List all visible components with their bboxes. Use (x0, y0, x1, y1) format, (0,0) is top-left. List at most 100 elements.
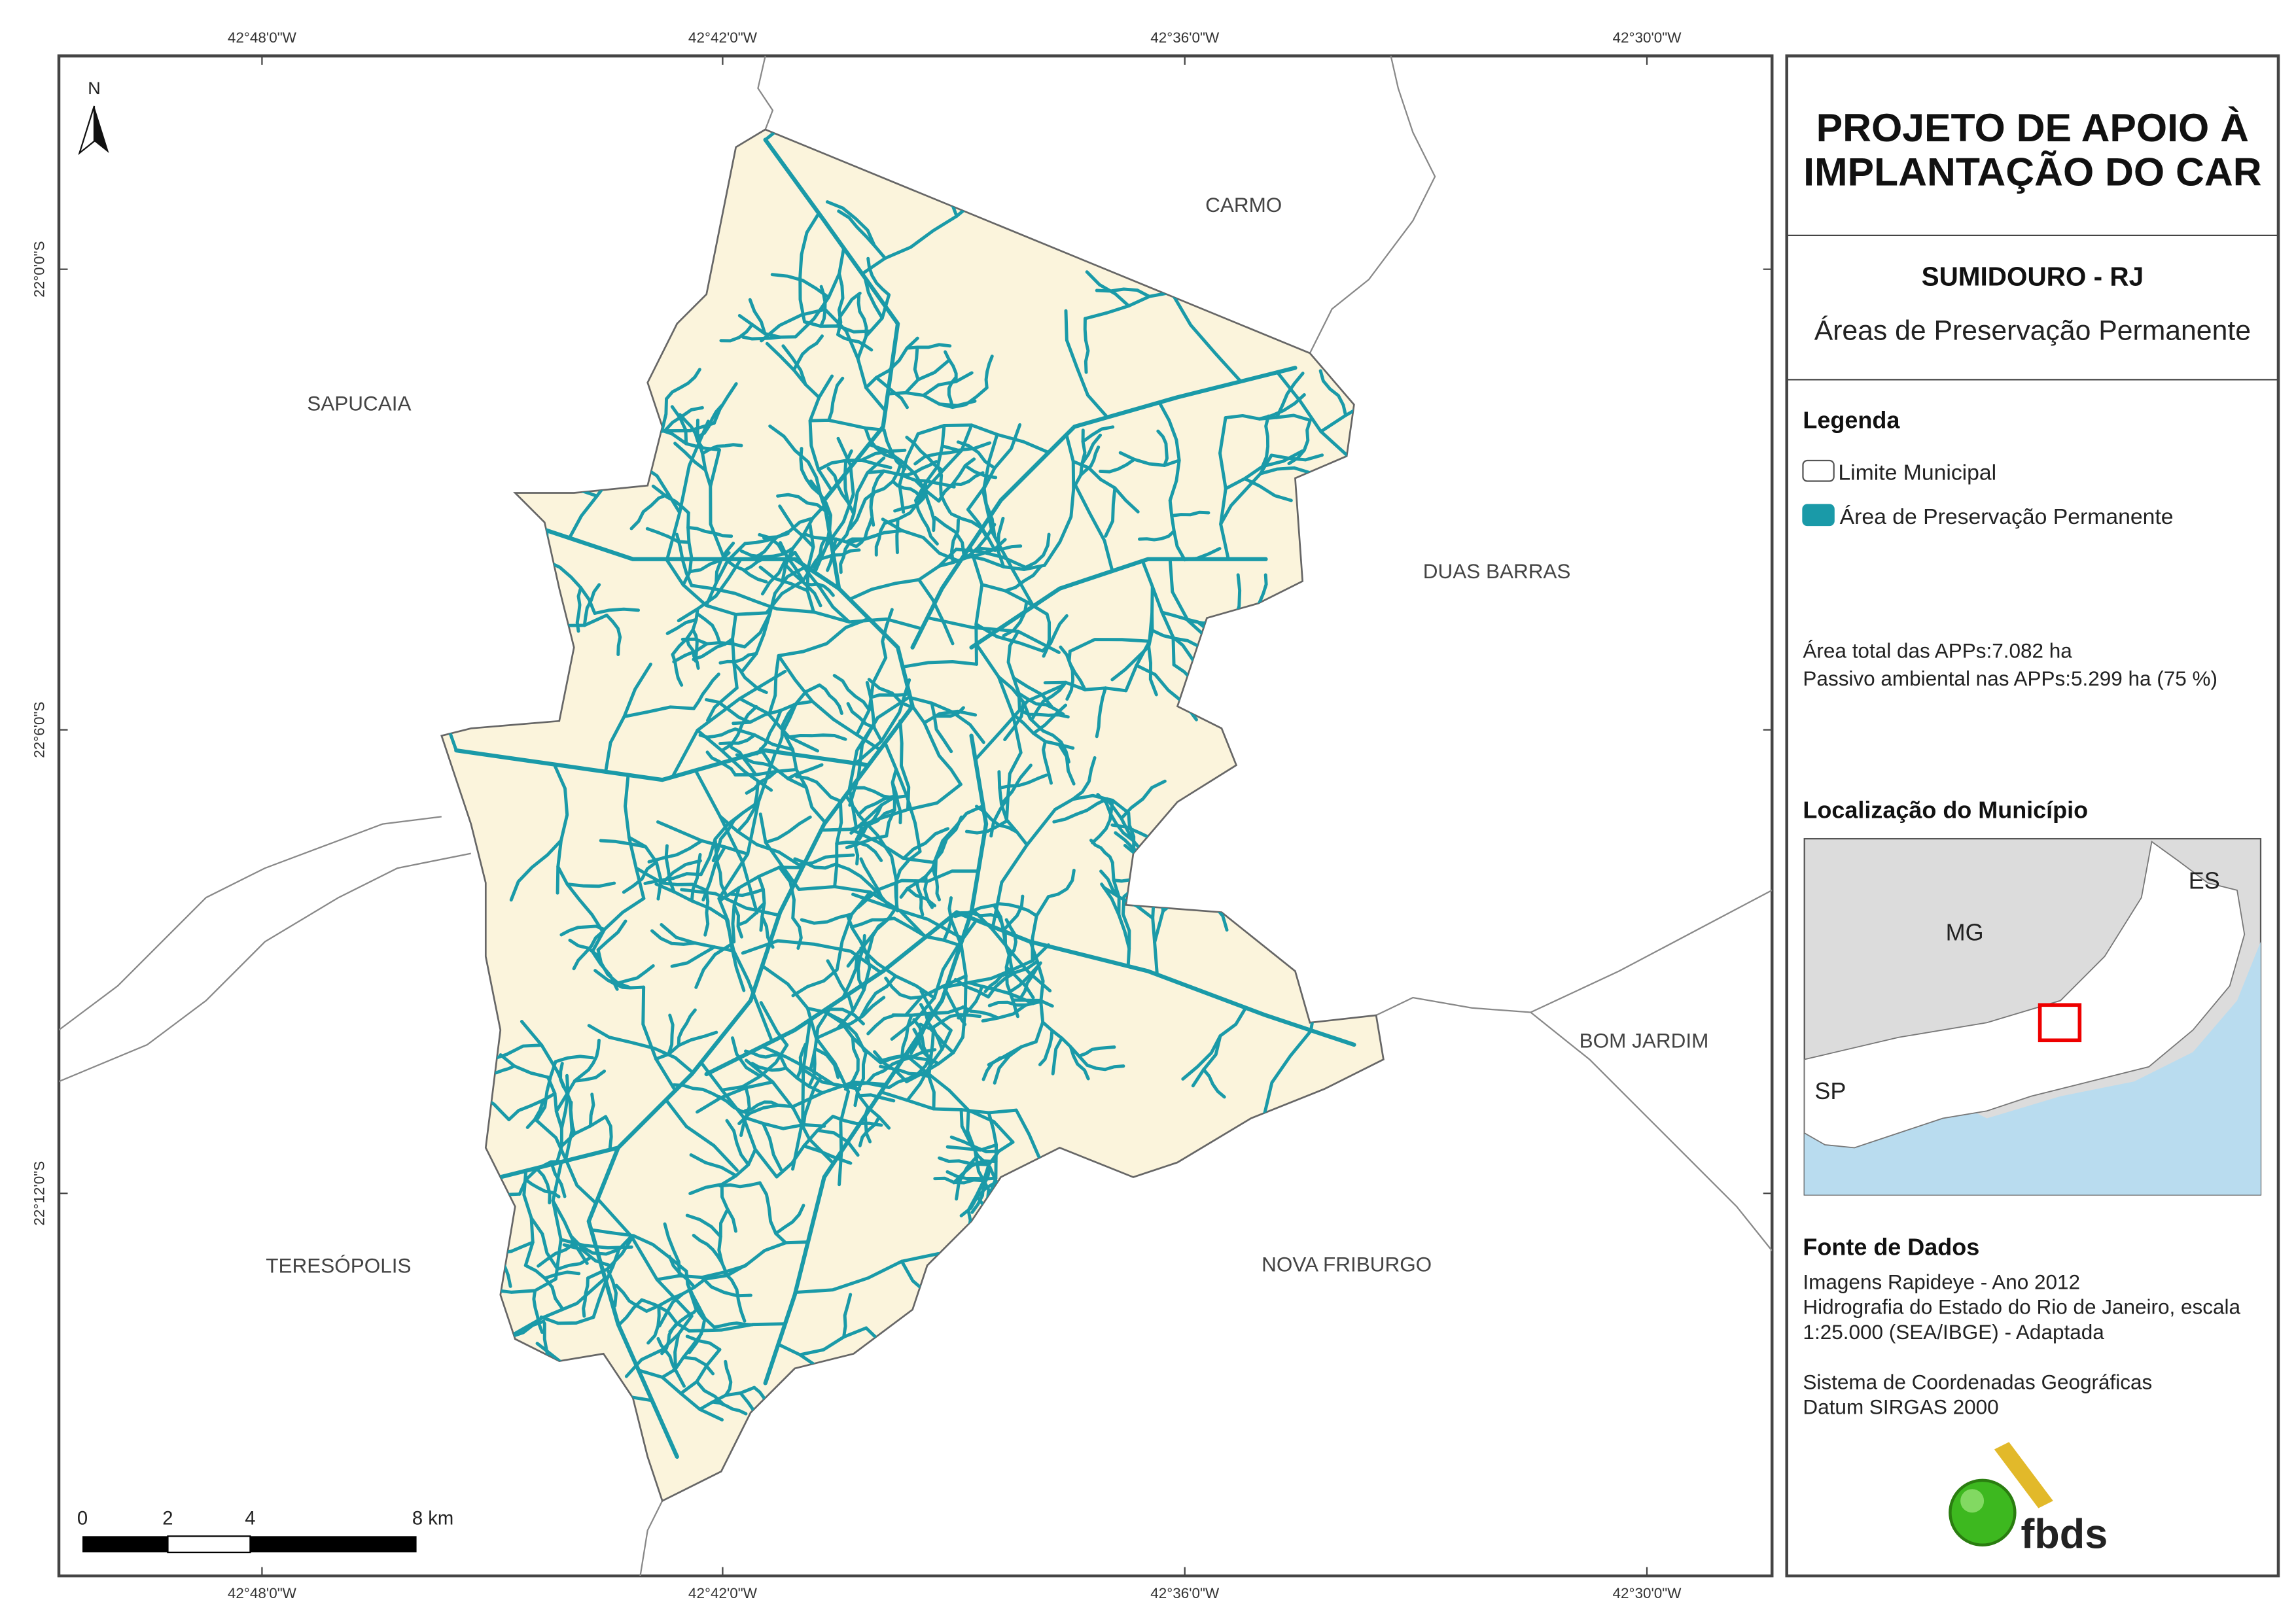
stream (879, 1064, 931, 1079)
stream (692, 672, 720, 710)
stream (679, 1348, 722, 1395)
stream (743, 565, 808, 649)
scale-label: 4 (245, 1508, 255, 1529)
stream (885, 767, 898, 838)
stream (787, 733, 847, 741)
stream (1079, 445, 1101, 477)
stream (874, 375, 909, 410)
stream (874, 521, 887, 557)
stream (768, 424, 810, 464)
coord-label: 22°6'0"S (31, 702, 48, 758)
stream (880, 1053, 932, 1062)
stream (706, 686, 739, 722)
stream (794, 1251, 940, 1295)
stream (834, 862, 892, 909)
stream (744, 1049, 782, 1059)
stream (677, 557, 743, 623)
stream (744, 1058, 836, 1165)
locator-label: SP (1814, 1077, 1846, 1104)
stream (778, 504, 815, 549)
stream (993, 903, 1008, 946)
stream (667, 1255, 696, 1289)
stream (891, 480, 923, 499)
stream (554, 1055, 594, 1064)
stream (949, 518, 961, 565)
municipality: SUMIDOURO - RJ (1922, 261, 2144, 291)
locator-rj (1803, 841, 2246, 1149)
stream (813, 436, 855, 574)
stream (731, 612, 739, 690)
info-panel (1785, 54, 2280, 1578)
stream (1071, 756, 1097, 801)
stream (755, 708, 783, 756)
stream (677, 1008, 697, 1047)
stream (949, 1135, 1000, 1154)
stream (904, 974, 968, 1017)
stream (863, 1106, 872, 1143)
stream (1085, 270, 1131, 308)
stream (777, 617, 871, 657)
stream (498, 1145, 620, 1179)
stream (864, 426, 897, 460)
sources-title: Fonte de Dados (1803, 1234, 1979, 1261)
stream (1011, 712, 1075, 750)
stream (768, 654, 781, 716)
stream (867, 678, 916, 710)
coord-label: 42°42'0"W (688, 29, 758, 46)
stream (688, 1147, 757, 1195)
stream (499, 1053, 550, 1079)
stream (842, 1293, 853, 1339)
stream (898, 719, 911, 812)
logo-mark (1994, 1442, 2053, 1509)
coord-label: 42°36'0"W (1150, 29, 1220, 46)
stream (776, 702, 798, 751)
stream (573, 1070, 607, 1083)
stream (832, 674, 871, 712)
locator-highlight (2038, 1003, 2082, 1043)
stream (932, 1013, 982, 1029)
stream (509, 839, 563, 902)
stream (720, 705, 758, 752)
stream (953, 903, 996, 918)
stream (803, 582, 835, 597)
stream (791, 1080, 888, 1109)
stream (964, 819, 1008, 835)
stream (858, 1115, 881, 1147)
stream (846, 702, 876, 729)
stream (667, 1013, 675, 1056)
stream (937, 457, 976, 503)
stream (914, 498, 939, 546)
stream (913, 478, 956, 489)
stream (1099, 869, 1121, 899)
legend-title: Legenda (1803, 407, 1900, 434)
stream (779, 541, 805, 583)
stream (853, 1049, 868, 1108)
source-line: Imagens Rapideye - Ano 2012 (1803, 1270, 2080, 1293)
stream (849, 828, 936, 864)
stream (902, 827, 950, 860)
stream (520, 1020, 574, 1162)
stream (1041, 1021, 1089, 1067)
stream (795, 1042, 807, 1080)
stream (711, 1400, 748, 1416)
scale-bar (82, 1536, 168, 1553)
stream (850, 916, 896, 929)
stream (791, 968, 839, 998)
stream (1243, 477, 1293, 502)
stream (604, 1115, 613, 1149)
stream (879, 1090, 1018, 1115)
stream (940, 441, 992, 452)
stream (856, 293, 891, 360)
stream (582, 583, 601, 627)
stream (539, 1315, 595, 1325)
coord-label: 22°0'0"S (31, 241, 48, 297)
stream (1095, 287, 1151, 298)
stream (808, 374, 834, 493)
neighbor-name: TERESÓPOLIS (266, 1254, 411, 1278)
stream (559, 1238, 633, 1249)
stream (827, 376, 845, 422)
stream (974, 642, 1023, 755)
location-title: Localização do Município (1803, 797, 2088, 824)
source-line: Datum SIRGAS 2000 (1803, 1395, 1998, 1419)
stream (671, 607, 699, 656)
